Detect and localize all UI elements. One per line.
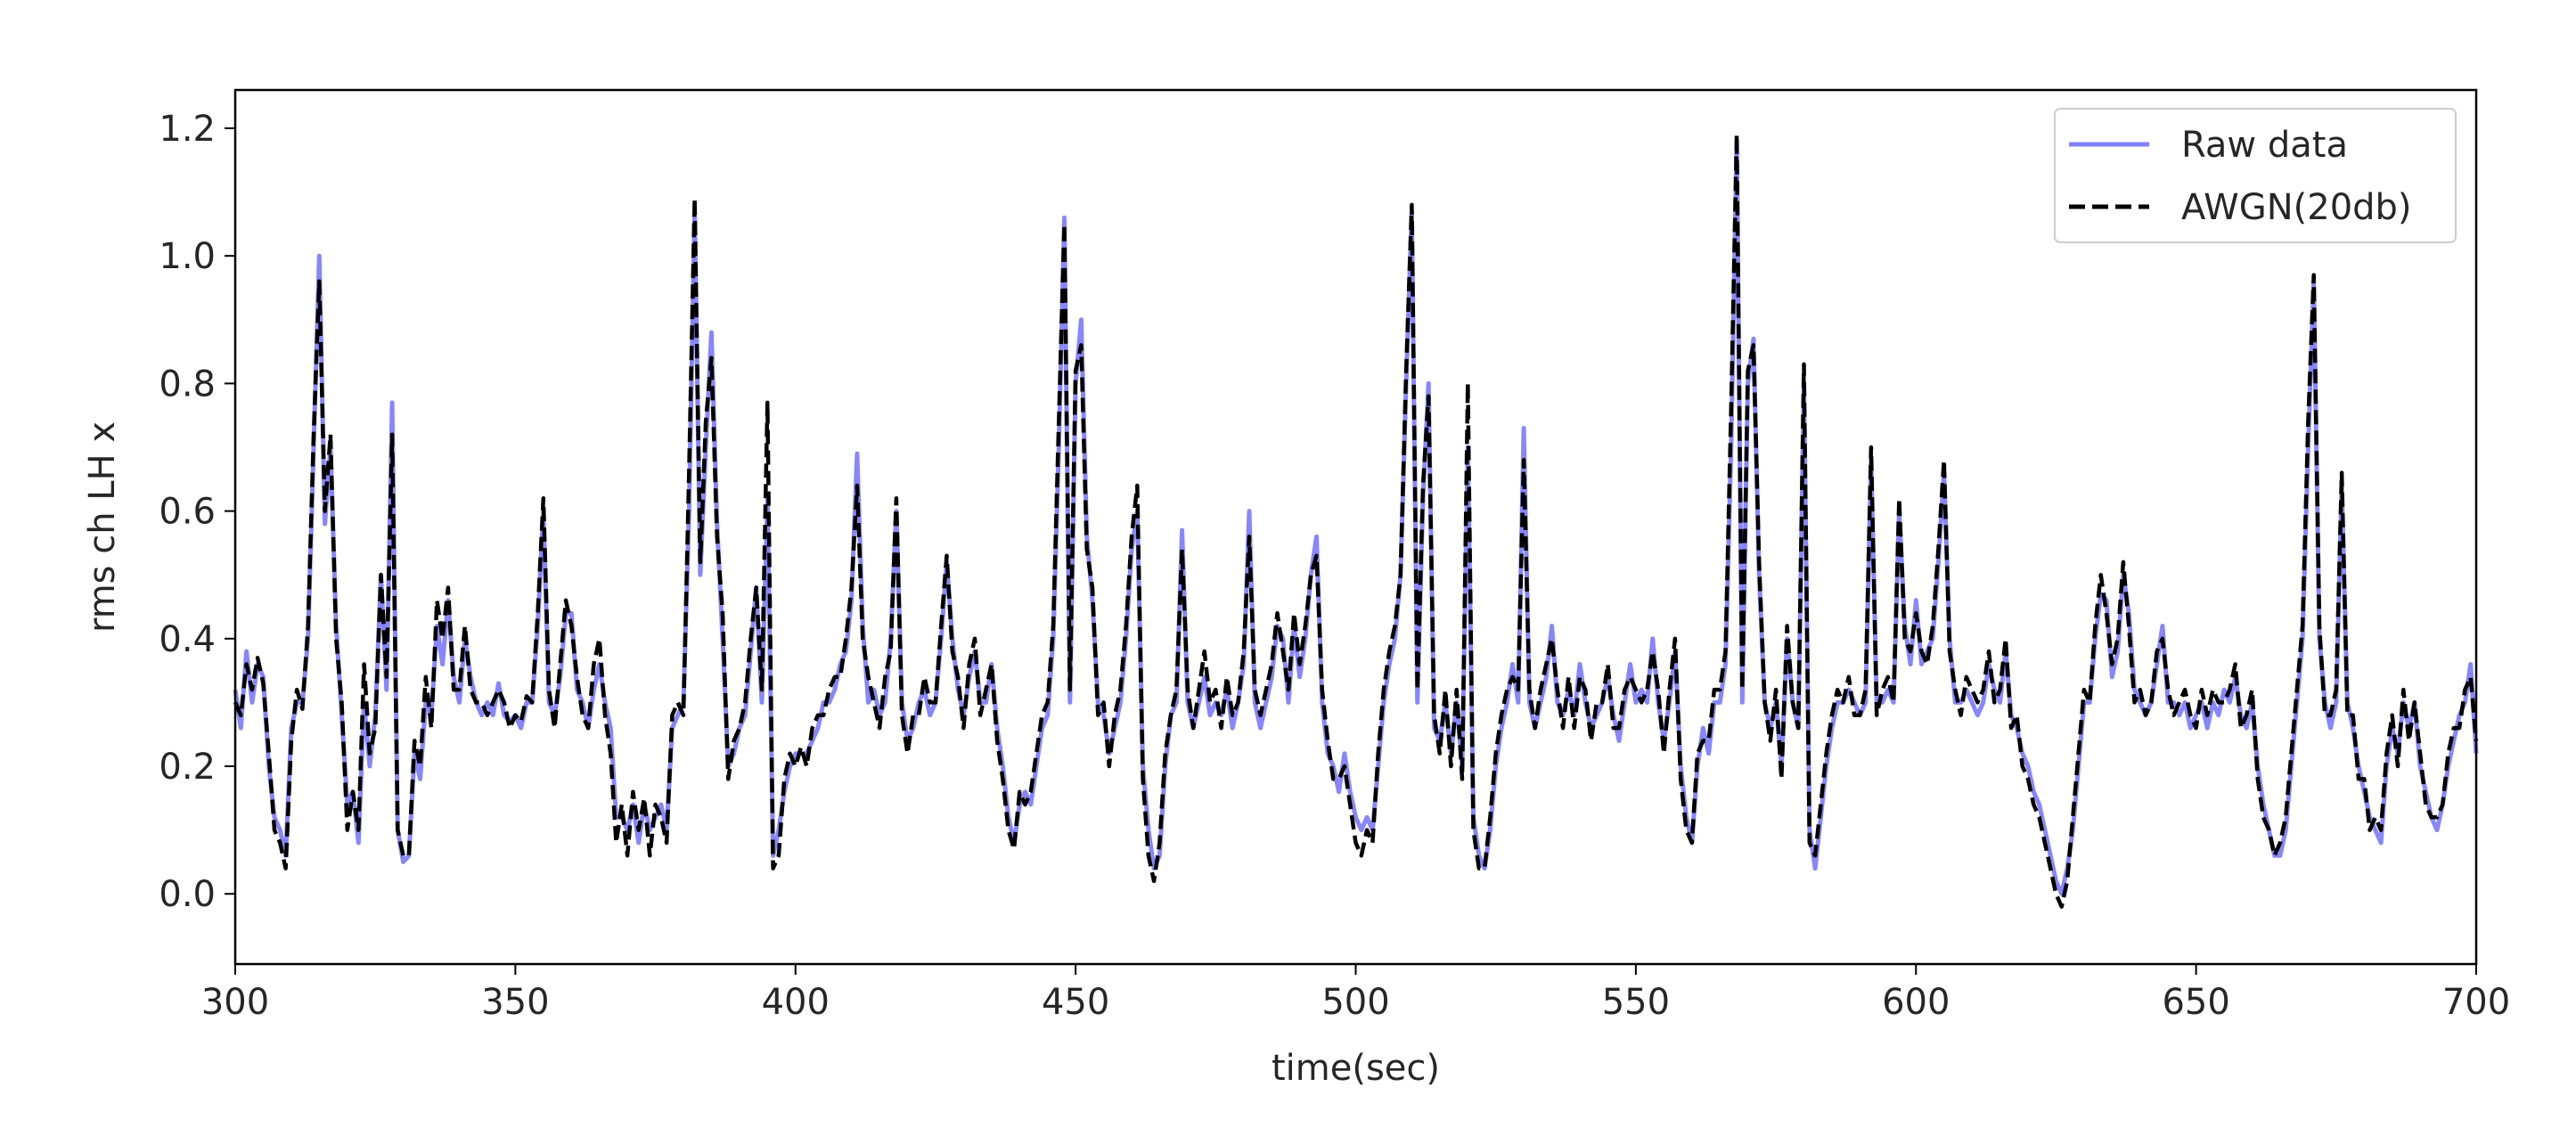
x-tick-label: 450 bbox=[1042, 982, 1109, 1023]
x-tick-label: 700 bbox=[2442, 982, 2510, 1023]
y-tick-label: 0.0 bbox=[159, 874, 216, 915]
legend-box bbox=[2054, 108, 2457, 243]
x-tick-label: 350 bbox=[481, 982, 549, 1023]
x-ticks: 300 350 400 450 500 550 600 650 700 bbox=[201, 964, 2510, 1023]
y-tick-label: 1.0 bbox=[159, 236, 216, 277]
legend-label-raw-data: Raw data bbox=[2181, 125, 2348, 166]
legend: Raw data AWGN(20db) bbox=[2054, 108, 2457, 243]
y-tick-label: 0.4 bbox=[159, 619, 216, 660]
legend-label-awgn: AWGN(20db) bbox=[2181, 187, 2412, 228]
x-tick-label: 300 bbox=[201, 982, 269, 1023]
y-axis-label: rms ch LH x bbox=[82, 421, 123, 633]
y-tick-label: 1.2 bbox=[159, 109, 216, 150]
x-tick-label: 400 bbox=[762, 982, 830, 1023]
x-tick-label: 550 bbox=[1602, 982, 1670, 1023]
series-line-awgn bbox=[233, 132, 2479, 909]
y-tick-label: 0.8 bbox=[159, 364, 216, 405]
x-tick-label: 650 bbox=[2162, 982, 2229, 1023]
y-ticks: 0.0 0.2 0.4 0.6 0.8 1.0 1.2 bbox=[159, 109, 235, 915]
x-tick-label: 500 bbox=[1321, 982, 1389, 1023]
y-tick-label: 0.6 bbox=[159, 492, 216, 533]
x-tick-label: 600 bbox=[1882, 982, 1950, 1023]
x-axis-label: time(sec) bbox=[1272, 1048, 1440, 1089]
series-layer bbox=[233, 132, 2479, 909]
y-tick-label: 0.2 bbox=[159, 747, 216, 788]
